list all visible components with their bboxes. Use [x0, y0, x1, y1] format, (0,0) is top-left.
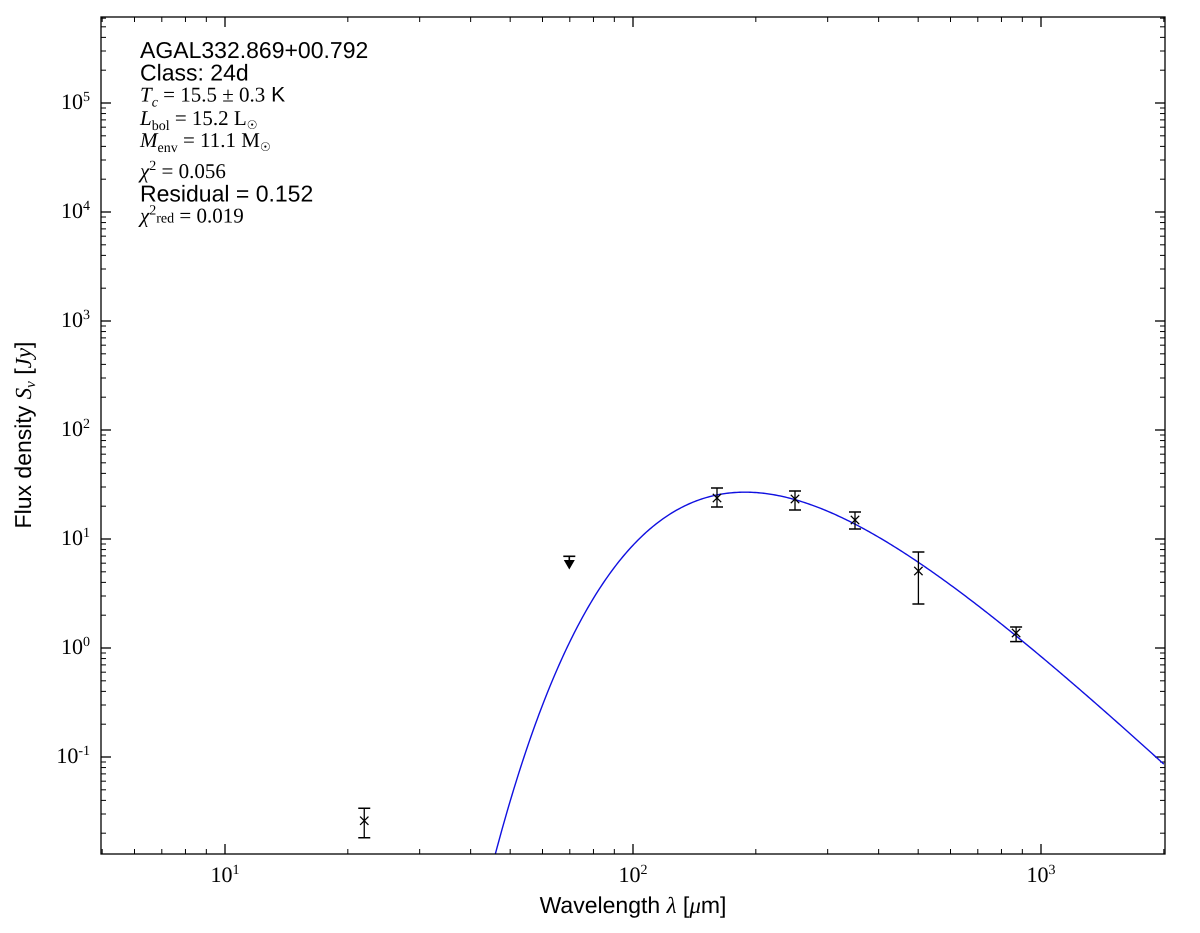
svg-text:Wavelength λ [μm]: Wavelength λ [μm]	[540, 892, 727, 918]
svg-text:Flux density Sν [Jy]: Flux density Sν [Jy]	[10, 342, 39, 529]
